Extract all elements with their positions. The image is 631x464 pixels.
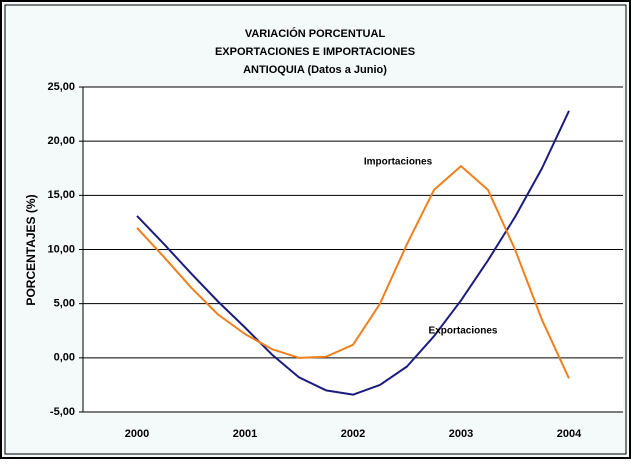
y-tick-label: 5,00	[54, 298, 75, 310]
x-tick-label: 2001	[233, 428, 257, 440]
y-tick-label: 20,00	[47, 135, 75, 147]
series-label: Exportaciones	[429, 326, 498, 337]
line	[136, 110, 570, 396]
title-line: ANTIOQUIA (Datos a Junio)	[243, 64, 387, 76]
title-line: VARIACIÓN PORCENTUAL	[245, 27, 386, 40]
inner-frame	[4, 4, 627, 455]
y-tick-label: -5,00	[50, 406, 75, 418]
title-line: EXPORTACIONES E IMPORTACIONES	[215, 46, 415, 58]
line	[136, 165, 570, 379]
series-label: Importaciones	[364, 157, 433, 168]
x-tick-label: 2002	[341, 428, 365, 440]
y-tick-label: 25,00	[47, 81, 75, 93]
y-tick-label: 10,00	[47, 243, 75, 255]
y-tick-label: 15,00	[47, 189, 75, 201]
x-tick-label: 2000	[125, 428, 149, 440]
x-tick-label: 2003	[449, 428, 473, 440]
x-tick-label: 2004	[557, 428, 582, 440]
y-axis-label: PORCENTAJES (%)	[24, 194, 38, 305]
y-tick-label: 0,00	[54, 352, 75, 364]
